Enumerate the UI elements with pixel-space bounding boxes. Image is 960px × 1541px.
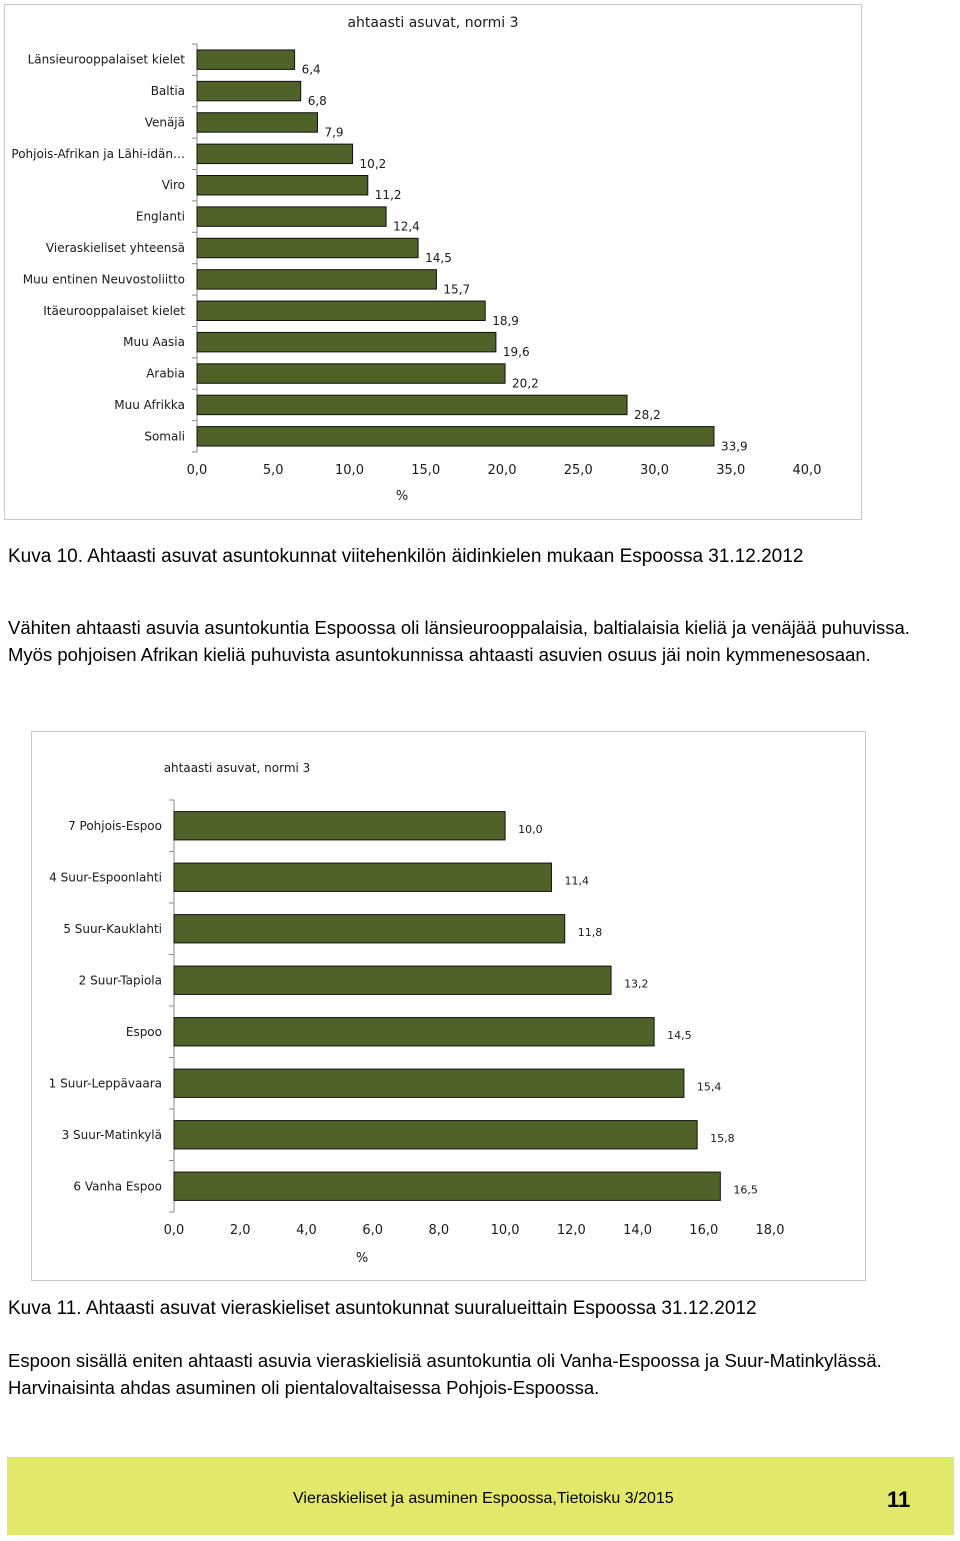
x-axis-label: % <box>356 1251 368 1266</box>
data-label: 14,5 <box>425 251 452 265</box>
x-tick-label: 0,0 <box>164 1223 185 1238</box>
x-tick-label: 6,0 <box>362 1223 383 1238</box>
x-tick-label: 8,0 <box>429 1223 450 1238</box>
bar <box>173 1068 685 1098</box>
x-tick-label: 10,0 <box>335 463 364 478</box>
page-footer: Vieraskieliset ja asuminen Espoossa,Tiet… <box>7 1457 954 1535</box>
category-label: Muu Afrikka <box>114 398 185 412</box>
bar <box>196 143 354 165</box>
x-tick-label: 0,0 <box>187 463 208 478</box>
category-label: 1 Suur-Leppävaara <box>49 1076 162 1090</box>
paragraph-languages: Vähiten ahtaasti asuvia asuntokuntia Esp… <box>8 617 910 665</box>
x-axis-label: % <box>396 489 408 504</box>
category-label: Muu Aasia <box>123 335 185 349</box>
category-label: 3 Suur-Matinkylä <box>62 1128 162 1142</box>
data-label: 10,0 <box>518 823 543 836</box>
x-tick-label: 30,0 <box>640 463 669 478</box>
x-tick-label: 10,0 <box>491 1223 520 1238</box>
data-label: 11,8 <box>578 926 603 939</box>
chart-districts: ahtaasti asuvat, normi 3 7 Pohjois-Espoo 1… <box>31 731 866 1281</box>
category-label: Venäjä <box>145 115 185 129</box>
bar <box>196 206 387 227</box>
data-label: 14,5 <box>667 1029 692 1042</box>
x-tick-label: 14,0 <box>623 1223 652 1238</box>
figure-10-caption: Kuva 10. Ahtaasti asuvat asuntokunnat vi… <box>8 546 804 567</box>
chart-language-groups-svg: ahtaasti asuvat, normi 3 Länsieurooppalai… <box>11 15 822 504</box>
bar <box>173 1120 698 1150</box>
chart-districts-svg: ahtaasti asuvat, normi 3 7 Pohjois-Espoo 1… <box>49 761 785 1266</box>
bar <box>173 1017 655 1047</box>
data-label: 6,4 <box>302 63 321 77</box>
bar <box>173 811 506 841</box>
bar <box>196 269 437 290</box>
x-tick-label: 40,0 <box>793 463 822 478</box>
x-tick-label: 15,0 <box>411 463 440 478</box>
category-label: 4 Suur-Espoonlahti <box>49 870 162 884</box>
x-tick-label: 4,0 <box>296 1223 317 1238</box>
data-label: 16,5 <box>733 1183 758 1196</box>
bar <box>196 300 486 321</box>
chart-language-groups: ahtaasti asuvat, normi 3 Länsieurooppalai… <box>4 4 862 520</box>
x-tick-label: 16,0 <box>689 1223 718 1238</box>
x-tick-label: 35,0 <box>716 463 745 478</box>
data-label: 28,2 <box>634 408 661 422</box>
bar <box>196 49 296 70</box>
category-label: Länsieurooppalaiset kielet <box>28 53 186 67</box>
bar <box>196 112 318 133</box>
paragraph-districts: Espoon sisällä eniten ahtaasti asuvia vi… <box>8 1350 882 1398</box>
data-label: 10,2 <box>360 157 387 171</box>
page-number: 11 <box>887 1487 911 1512</box>
bar <box>173 965 612 995</box>
category-label: Somali <box>144 429 185 443</box>
x-tick-label: 12,0 <box>557 1223 586 1238</box>
data-label: 15,7 <box>443 282 470 296</box>
bar <box>196 80 302 102</box>
data-label: 11,2 <box>375 188 402 202</box>
data-label: 13,2 <box>624 977 649 990</box>
category-label: 2 Suur-Tapiola <box>79 973 162 987</box>
category-label: Baltia <box>151 84 185 98</box>
category-label: Itäeurooppalaiset kielet <box>43 304 185 318</box>
bar <box>196 426 715 447</box>
x-tick-label: 25,0 <box>564 463 593 478</box>
category-label: Pohjois-Afrikan ja Lähi-idän… <box>11 147 185 161</box>
category-label: Espoo <box>126 1025 162 1039</box>
bar <box>173 1171 721 1201</box>
data-label: 6,8 <box>308 94 327 108</box>
category-label: Arabia <box>146 367 185 381</box>
bar <box>196 237 419 259</box>
category-label: 5 Suur-Kauklahti <box>63 922 162 936</box>
data-label: 11,4 <box>564 874 589 887</box>
bar <box>173 914 566 944</box>
data-label: 15,8 <box>710 1132 735 1145</box>
category-label: Muu entinen Neuvostoliitto <box>23 272 185 286</box>
bar <box>196 331 497 353</box>
bar <box>196 175 369 196</box>
data-label: 7,9 <box>324 125 343 139</box>
figure-11-caption: Kuva 11. Ahtaasti asuvat vieraskieliset … <box>8 1298 757 1319</box>
bar <box>196 363 506 384</box>
data-label: 15,4 <box>697 1080 722 1093</box>
bar <box>196 394 628 416</box>
x-tick-label: 2,0 <box>230 1223 251 1238</box>
category-label: Englanti <box>136 210 185 224</box>
data-label: 12,4 <box>393 220 420 234</box>
x-tick-label: 20,0 <box>488 463 517 478</box>
data-label: 19,6 <box>503 345 530 359</box>
chart-title: ahtaasti asuvat, normi 3 <box>164 761 311 775</box>
category-label: 6 Vanha Espoo <box>73 1179 162 1193</box>
footer-publication: Vieraskieliset ja asuminen Espoossa,Tiet… <box>293 1490 674 1507</box>
category-label: 7 Pohjois-Espoo <box>68 819 162 833</box>
data-label: 33,9 <box>721 439 748 453</box>
bar <box>173 862 552 892</box>
x-tick-label: 18,0 <box>756 1223 785 1238</box>
x-tick-label: 5,0 <box>263 463 284 478</box>
category-label: Vieraskieliset yhteensä <box>46 241 185 255</box>
data-label: 20,2 <box>512 377 539 391</box>
category-label: Viro <box>162 178 185 192</box>
data-label: 18,9 <box>492 314 519 328</box>
chart-title: ahtaasti asuvat, normi 3 <box>347 15 518 31</box>
